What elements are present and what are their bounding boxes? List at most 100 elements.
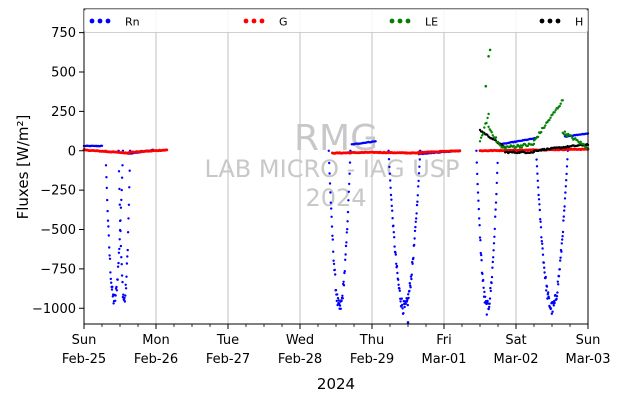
point-le	[494, 136, 498, 139]
point-rn	[402, 312, 405, 315]
point-rn	[341, 297, 344, 300]
point-rn	[107, 234, 111, 237]
point-rn	[552, 304, 555, 307]
legend-box	[84, 9, 588, 33]
point-rn	[487, 307, 490, 311]
point-le	[479, 136, 483, 139]
point-rn	[114, 299, 117, 302]
point-rn	[565, 172, 568, 176]
point-rn	[397, 278, 400, 281]
point-le	[578, 142, 581, 145]
point-rn	[561, 238, 564, 241]
point-rn	[393, 245, 396, 248]
x-tick-label-date: Feb-27	[206, 352, 250, 367]
point-rn	[389, 193, 393, 197]
point-le	[558, 104, 561, 108]
point-rn	[111, 295, 115, 298]
point-rn	[491, 260, 494, 264]
point-rn	[389, 186, 392, 189]
point-rn	[406, 303, 409, 307]
point-rn	[332, 262, 336, 266]
point-rn	[398, 287, 401, 290]
point-rn	[125, 262, 129, 265]
point-rn	[394, 253, 397, 256]
point-rn	[561, 230, 565, 234]
point-rn	[119, 244, 123, 248]
point-rn	[343, 270, 346, 273]
point-rn	[418, 165, 421, 168]
point-rn	[117, 170, 121, 173]
point-rn	[394, 251, 397, 254]
point-rn	[112, 302, 115, 305]
point-rn	[540, 236, 543, 239]
point-rn	[562, 219, 565, 222]
point-rn	[111, 285, 114, 288]
watermark-line-3: 2024	[305, 184, 366, 212]
point-rn	[128, 169, 131, 172]
point-rn	[105, 186, 109, 190]
point-rn	[100, 144, 104, 147]
point-rn	[329, 201, 332, 204]
legend-marker-rn	[97, 18, 103, 24]
point-le	[487, 112, 490, 116]
point-rn	[555, 297, 558, 301]
point-rn	[401, 307, 404, 310]
point-le	[563, 130, 567, 133]
point-le	[549, 116, 552, 120]
point-le	[486, 116, 489, 120]
point-rn	[118, 187, 121, 191]
point-rn	[489, 289, 492, 293]
point-rn	[409, 275, 413, 278]
point-rn	[106, 219, 110, 222]
point-rn	[566, 158, 569, 161]
point-rn	[417, 172, 421, 175]
y-tick-label: −500	[40, 223, 76, 238]
point-rn	[535, 158, 538, 161]
point-le	[503, 145, 506, 148]
point-rn	[388, 172, 391, 175]
point-rn	[555, 295, 559, 298]
point-rn	[104, 164, 108, 167]
point-le	[490, 131, 493, 134]
point-rn	[120, 274, 124, 277]
point-rn	[336, 297, 340, 300]
point-le	[519, 144, 522, 147]
point-rn	[553, 301, 556, 305]
x-tick-label-day: Sun	[72, 333, 97, 348]
point-rn	[541, 253, 545, 256]
point-rn	[108, 254, 111, 257]
point-rn	[486, 299, 489, 303]
point-le	[544, 124, 547, 127]
point-rn	[127, 217, 130, 220]
legend-marker-le	[397, 18, 403, 24]
point-rn	[488, 305, 491, 309]
point-rn	[390, 204, 393, 208]
point-rn	[561, 235, 564, 238]
point-rn	[399, 300, 402, 303]
point-rn	[492, 249, 495, 252]
point-rn	[483, 290, 486, 294]
point-rn	[395, 264, 399, 268]
legend-label-le: LE	[425, 16, 438, 29]
point-rn	[539, 218, 542, 221]
point-rn	[410, 273, 413, 276]
point-rn	[559, 256, 562, 259]
point-le	[562, 133, 566, 136]
point-rn	[120, 188, 123, 192]
point-rn	[541, 242, 544, 245]
point-rn	[107, 225, 110, 228]
point-le	[518, 146, 521, 149]
point-rn	[346, 210, 350, 214]
point-le	[499, 144, 502, 147]
point-le	[520, 146, 524, 149]
point-rn	[476, 172, 479, 176]
point-rn	[339, 307, 342, 310]
point-rn	[407, 293, 410, 296]
legend-marker-le	[405, 18, 411, 24]
legend-marker-h	[539, 18, 545, 24]
point-rn	[416, 194, 419, 197]
y-tick-label: 0	[68, 144, 76, 159]
point-rn	[412, 256, 415, 260]
point-rn	[413, 243, 416, 247]
point-rn	[564, 185, 567, 188]
